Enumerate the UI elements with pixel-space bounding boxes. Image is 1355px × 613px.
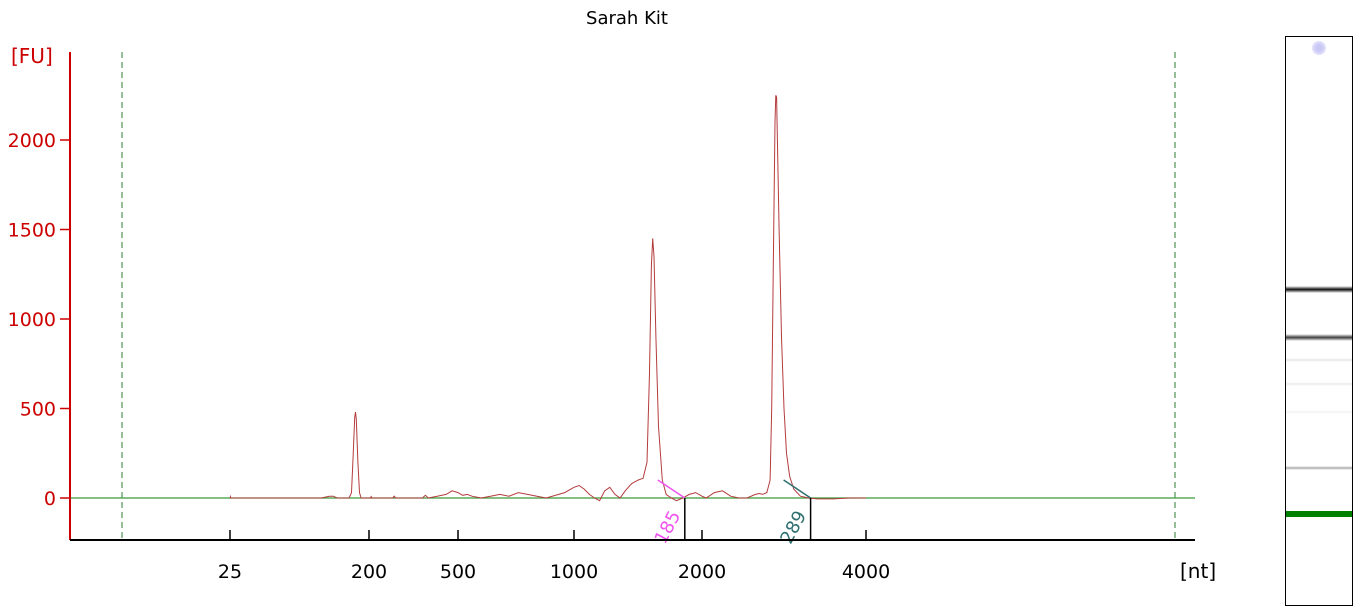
peak-labels: 185 289 [651, 479, 812, 548]
y-tick-label: 0 [44, 488, 56, 510]
gel-band [1286, 286, 1352, 293]
gel-band [1286, 410, 1352, 415]
trace-layer [229, 95, 866, 502]
x-tick-label: 2000 [678, 561, 726, 583]
y-axis-unit-label: [FU] [11, 44, 53, 68]
lane-marker-dot [1312, 41, 1326, 55]
y-tick-label: 1500 [8, 220, 56, 242]
x-tick-label: 25 [218, 561, 242, 583]
gel-marker-band [1286, 511, 1352, 518]
gel-image-lane [1285, 36, 1353, 606]
peak-baseline-marker [657, 479, 686, 499]
analysis-window-lines [121, 52, 1176, 540]
y-tick-label: 500 [20, 399, 56, 421]
x-tick-label: 500 [440, 561, 476, 583]
gel-band [1286, 333, 1352, 341]
x-axis-unit-label: [nt] [1180, 559, 1216, 583]
peak-label: 289 [776, 507, 811, 547]
fluorescence-trace [229, 95, 866, 502]
y-tick-label: 1000 [8, 309, 56, 331]
peak-baseline-marker [783, 479, 812, 499]
x-tick-label: 200 [351, 561, 387, 583]
x-tick-label: 4000 [842, 561, 890, 583]
x-tick-label: 1000 [550, 561, 598, 583]
y-tick-label: 2000 [8, 130, 56, 152]
electropherogram-chart: Sarah Kit [FU] [nt] 185 289 0 500 1000 1500 2… [8, 8, 1216, 583]
peak-label: 185 [651, 507, 686, 547]
chart-title: Sarah Kit [586, 8, 668, 29]
gel-band [1286, 381, 1352, 386]
y-axis: 0 500 1000 1500 2000 [8, 52, 71, 540]
gel-band [1286, 466, 1352, 471]
gel-band [1286, 358, 1352, 363]
x-axis: 25 200 500 1000 2000 4000 [70, 530, 1195, 583]
